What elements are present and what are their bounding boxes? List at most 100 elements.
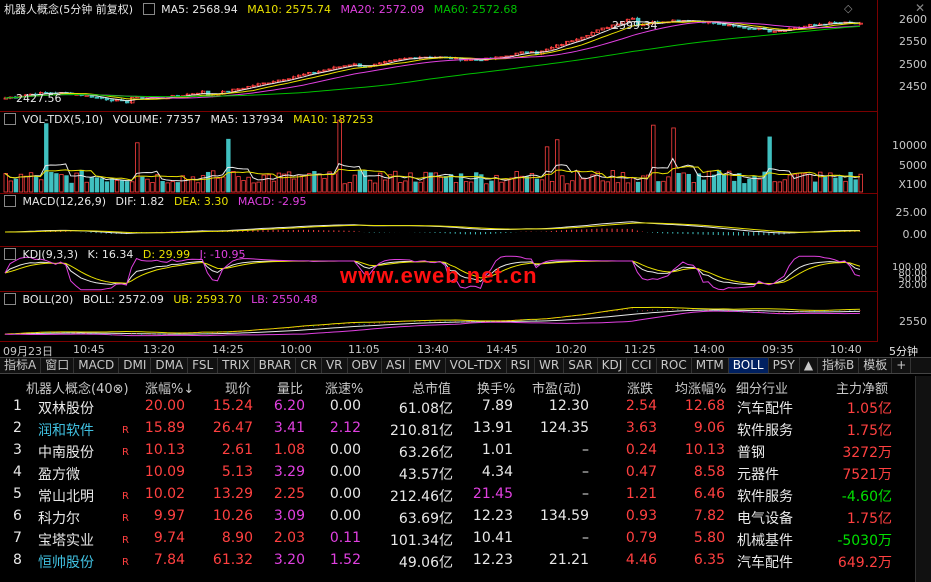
settings-icon[interactable] — [4, 113, 16, 125]
volume-bar — [190, 176, 196, 193]
col-change[interactable]: 涨跌 — [627, 382, 654, 397]
volume-bar — [646, 174, 651, 193]
table-row[interactable]: 3 中南股份 R 10.13 2.61 1.08 0.00 63.26亿 1.01 – 0.24 10… — [0, 440, 915, 462]
macd-chart[interactable] — [0, 194, 877, 247]
cell-rise: 15.89 — [144, 420, 185, 436]
candle-body — [549, 46, 555, 50]
volume-bar — [170, 181, 175, 193]
table-row[interactable]: 1 双林股份 20.00 15.24 6.20 0.00 61.08亿 7.89 12.30 2.… — [0, 396, 915, 418]
settings-icon[interactable] — [4, 195, 16, 207]
macd-title-bar: MACD(12,26,9) DIF: 1.82 DEA: 3.30 MACD: … — [4, 195, 313, 208]
volume-bar — [195, 182, 201, 193]
volume-panel[interactable]: VOL-TDX(5,10) VOLUME: 77357 MA5: 137934 … — [0, 112, 877, 194]
period-label[interactable]: 5分钟 — [889, 345, 918, 358]
table-row[interactable]: 8 恒帅股份 R 7.84 61.32 3.20 1.52 49.06亿 12.23 21.21 4… — [0, 550, 915, 572]
col-avg-rise[interactable]: 均涨幅% — [675, 382, 727, 397]
cell-net: 1.05亿 — [846, 401, 892, 417]
tab-sar[interactable]: SAR — [564, 358, 598, 373]
kline-panel[interactable]: 机器人概念(5分钟 前复权) MA5: 2568.94 MA10: 2575.7… — [0, 0, 877, 112]
cell-net: -5030万 — [837, 533, 892, 549]
volume-bar — [666, 176, 671, 193]
col-name[interactable]: 机器人概念(40⊗) — [26, 382, 129, 397]
settings-icon[interactable] — [142, 3, 155, 15]
cell-vr: 2.03 — [273, 530, 305, 546]
tab-indicator-a[interactable]: 指标A — [0, 358, 42, 373]
macd-panel[interactable]: MACD(12,26,9) DIF: 1.82 DEA: 3.30 MACD: … — [0, 194, 877, 247]
tab-mtm[interactable]: MTM — [692, 358, 729, 373]
cell-price: 8.90 — [221, 530, 253, 546]
kdj-panel[interactable]: KDJ(9,3,3) K: 16.34 D: 29.99 J: -10.95 — [0, 247, 877, 292]
volume-chart[interactable] — [0, 112, 877, 194]
time-label: 13:40 — [417, 343, 449, 356]
volume-bar — [256, 181, 261, 193]
vertical-scrollbar[interactable] — [915, 376, 931, 582]
tab-obv[interactable]: OBV — [348, 358, 383, 373]
candle-body — [605, 27, 610, 29]
tab-dmi[interactable]: DMI — [119, 358, 152, 373]
volume-bar — [39, 179, 44, 193]
boll-panel[interactable]: BOLL(20) BOLL: 2572.09 UB: 2593.70 LB: 2… — [0, 292, 877, 342]
tab-cr[interactable]: CR — [296, 358, 322, 373]
tab-fsl[interactable]: FSL — [188, 358, 219, 373]
cell-turn: 12.23 — [472, 508, 513, 524]
tab-trix[interactable]: TRIX — [218, 358, 255, 373]
volume-bar — [807, 173, 813, 193]
vol-ma10: MA10: 187253 — [293, 113, 374, 126]
tab-roc[interactable]: ROC — [657, 358, 692, 373]
tab-macd[interactable]: MACD — [74, 358, 120, 373]
volume-bar — [33, 175, 39, 193]
tab-cci[interactable]: CCI — [627, 358, 657, 373]
tab-wr[interactable]: WR — [535, 358, 565, 373]
kdj-tick: 50.00 — [898, 274, 927, 285]
cell-price: 13.29 — [212, 486, 253, 502]
tab-asi[interactable]: ASI — [382, 358, 411, 373]
tab-indicator-b[interactable]: 指标B — [818, 358, 860, 373]
col-net-flow[interactable]: 主力净额 — [836, 382, 889, 397]
vol-axis: 10000 5000 X100 — [877, 112, 931, 194]
boll-title-bar: BOLL(20) BOLL: 2572.09 UB: 2593.70 LB: 2… — [4, 293, 324, 306]
col-market-cap[interactable]: 总市值 — [412, 382, 452, 397]
tab-psy[interactable]: PSY — [769, 358, 800, 373]
col-volume-ratio[interactable]: 量比 — [277, 382, 304, 397]
col-speed[interactable]: 涨速% — [325, 382, 364, 397]
table-row[interactable]: 4 盈方微 10.09 5.13 3.29 0.00 43.57亿 4.34 – 0.47 8.58… — [0, 462, 915, 484]
tab-brar[interactable]: BRAR — [255, 358, 297, 373]
kdj-tick: 80.00 — [898, 268, 927, 279]
time-label: 11:25 — [624, 343, 656, 356]
volume-bar — [94, 177, 100, 193]
tab-window[interactable]: 窗口 — [41, 358, 75, 373]
close-icon[interactable]: ✕ — [915, 1, 926, 15]
table-row[interactable]: 2 润和软件 R 15.89 26.47 3.41 2.12 210.81亿 13.91 124.… — [0, 418, 915, 440]
col-price[interactable]: 现价 — [225, 382, 252, 397]
table-row[interactable]: 5 常山北明 R 10.02 13.29 2.25 0.00 212.46亿 21.45 – 1.2… — [0, 484, 915, 506]
col-turnover[interactable]: 换手% — [477, 382, 516, 397]
diamond-icon[interactable]: ◇ — [844, 2, 853, 15]
tab-kdj[interactable]: KDJ — [598, 358, 628, 373]
col-rise[interactable]: 涨幅%↓ — [145, 382, 195, 397]
tab-emv[interactable]: EMV — [410, 358, 446, 373]
candle-body — [570, 40, 575, 43]
candle-body — [772, 30, 777, 33]
col-pe[interactable]: 市盈(动) — [532, 382, 582, 397]
table-row[interactable]: 6 科力尔 R 9.97 10.26 3.09 0.00 63.69亿 12.23 134.59 0… — [0, 506, 915, 528]
volume-bar — [69, 182, 74, 193]
settings-icon[interactable] — [4, 293, 16, 305]
settings-icon[interactable] — [4, 248, 16, 260]
boll-axis: 2550 — [877, 292, 931, 342]
tab-rsi[interactable]: RSI — [507, 358, 536, 373]
cell-flag: R — [122, 513, 129, 524]
tab-add-icon[interactable]: + — [892, 358, 912, 373]
tab-boll[interactable]: BOLL — [728, 358, 769, 373]
cell-n: 1 — [13, 398, 22, 414]
boll-chart[interactable] — [0, 292, 877, 342]
kline-chart[interactable] — [0, 0, 877, 112]
tab-more-icon[interactable]: ▲ — [800, 358, 819, 373]
kdj-chart[interactable] — [0, 247, 877, 292]
tab-dma[interactable]: DMA — [151, 358, 189, 373]
tab-template[interactable]: 模板 — [859, 358, 893, 373]
col-industry[interactable]: 细分行业 — [736, 382, 789, 397]
tab-vol-tdx[interactable]: VOL-TDX — [446, 358, 507, 373]
macd-dea: DEA: 3.30 — [173, 195, 229, 208]
tab-vr[interactable]: VR — [322, 358, 348, 373]
table-row[interactable]: 7 宝塔实业 R 9.74 8.90 2.03 0.11 101.34亿 10.41 – 0.79 5… — [0, 528, 915, 550]
